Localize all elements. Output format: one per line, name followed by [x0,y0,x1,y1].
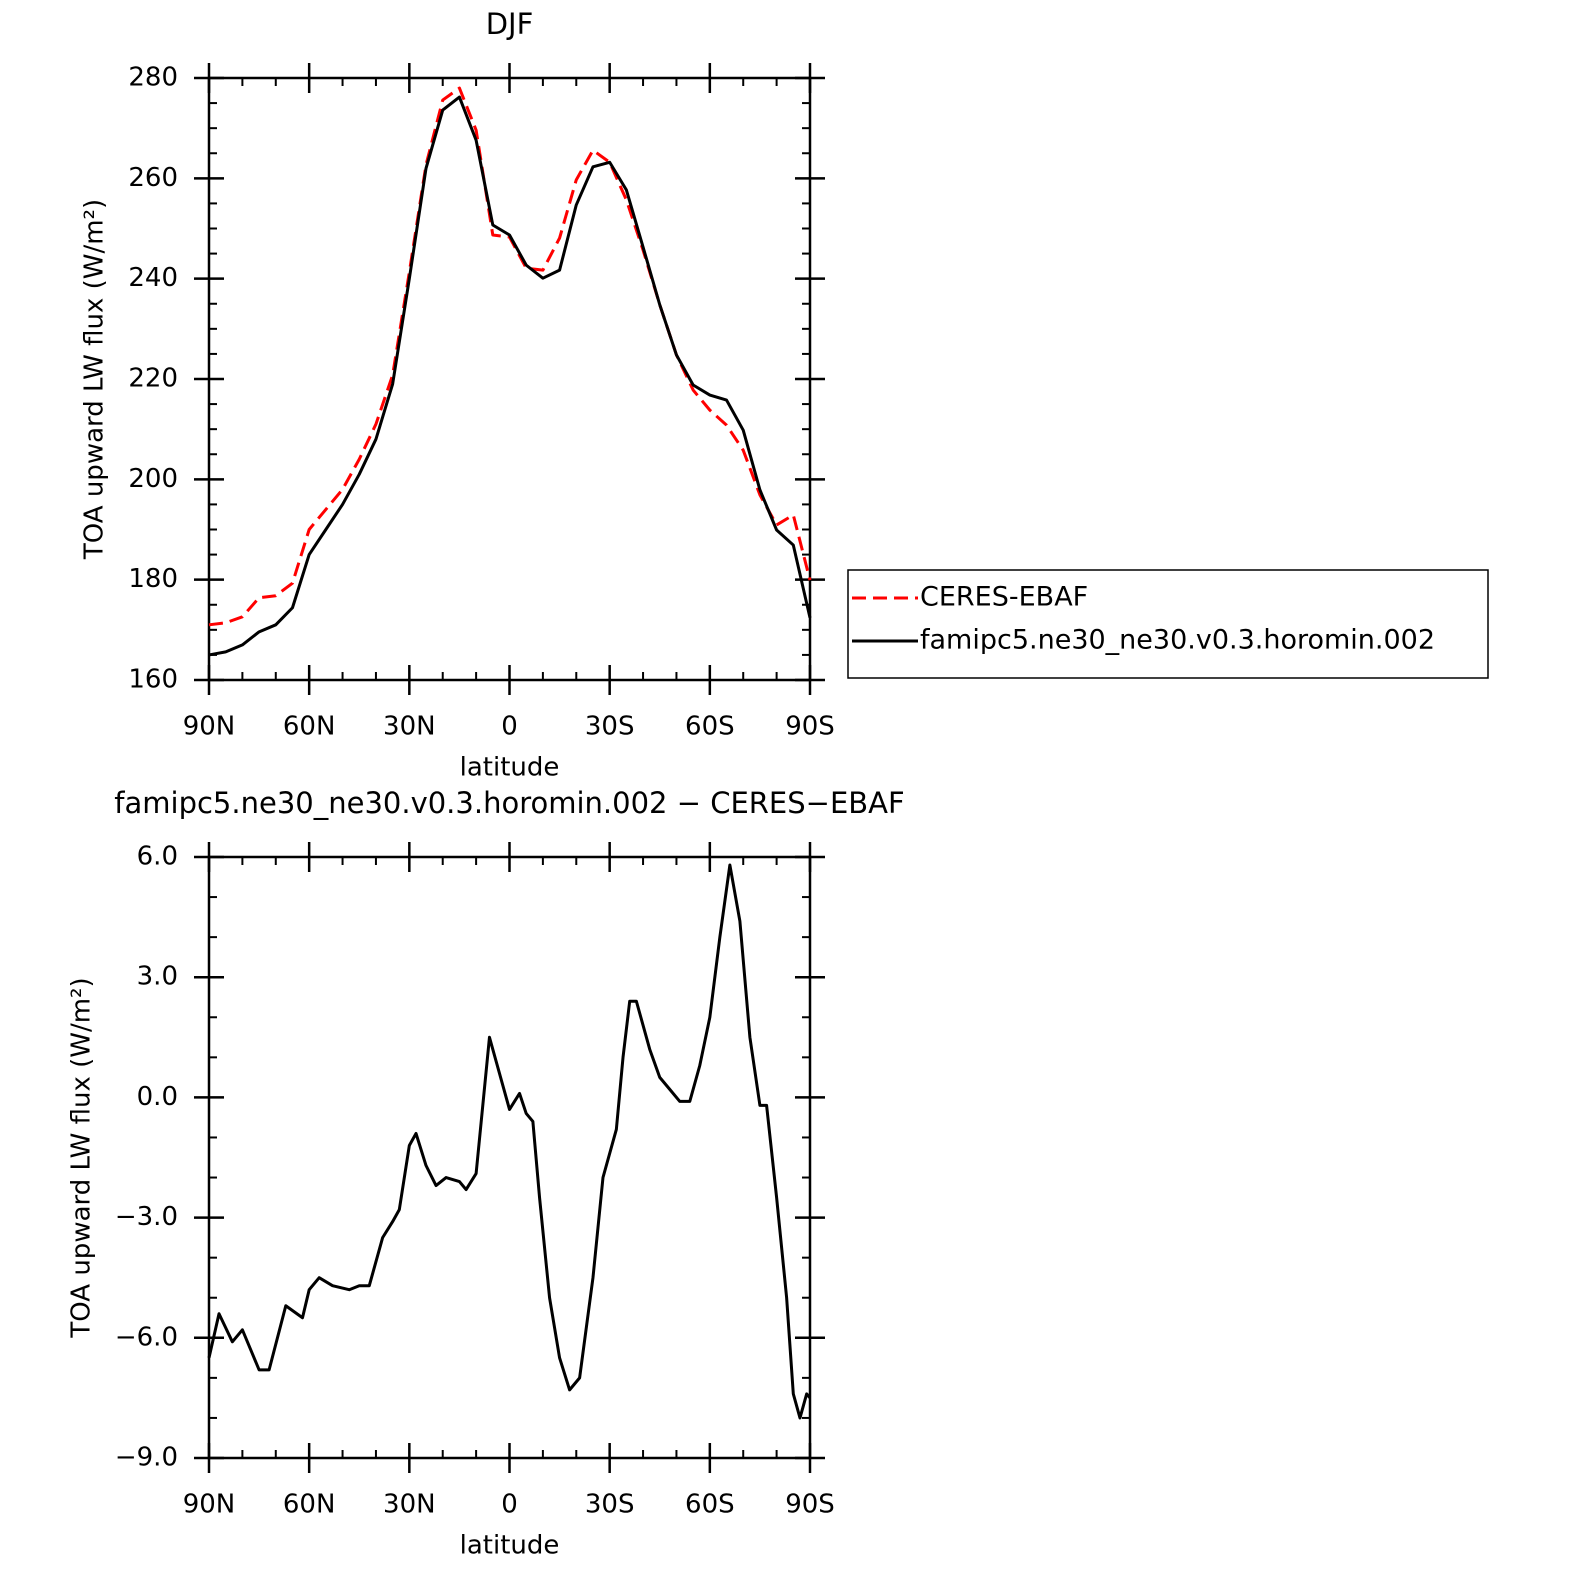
data-line [208,86,812,627]
x-tick-label: 90S [785,712,835,742]
y-tick-label: 6.0 [137,842,178,872]
x-tick-label: 0 [501,712,518,742]
x-tick-label: 30N [383,712,436,742]
chart-title: famipc5.ne30_ne30.v0.3.horomin.002 − CER… [114,786,904,820]
x-tick-label: 90N [183,1490,236,1520]
y-tick-label: 3.0 [137,962,178,992]
y-tick-label: 0.0 [137,1082,178,1112]
x-tick-label: 60S [685,1490,735,1520]
y-tick-label: 260 [128,163,178,193]
y-axis-label: TOA upward LW flux (W/m²) [80,199,110,560]
y-tick-label: 160 [128,665,178,695]
legend-label: CERES-EBAF [920,582,1088,613]
y-tick-label: 240 [128,263,178,293]
x-tick-label: 90S [785,1490,835,1520]
data-line [208,95,812,657]
legend-label: famipc5.ne30_ne30.v0.3.horomin.002 [920,625,1435,656]
x-tick-label: 30S [585,712,635,742]
y-tick-label: −6.0 [115,1322,178,1352]
x-tick-label: 60S [685,712,735,742]
y-tick-label: −3.0 [115,1202,178,1232]
data-line [207,863,812,1420]
x-tick-label: 60N [283,712,336,742]
x-tick-label: 60N [283,1490,336,1520]
chart-title: DJF [486,7,534,41]
x-tick-label: 30N [383,1490,436,1520]
y-tick-label: 220 [128,364,178,394]
x-tick-label: 0 [501,1490,518,1520]
x-axis-label: latitude [460,753,560,783]
x-axis-label: latitude [460,1531,560,1561]
x-tick-label: 30S [585,1490,635,1520]
legend-box [847,569,1489,679]
y-tick-label: 180 [128,564,178,594]
y-axis-label: TOA upward LW flux (W/m²) [67,977,97,1338]
y-tick-label: 200 [128,464,178,494]
x-tick-label: 90N [183,712,236,742]
y-tick-label: 280 [128,63,178,93]
y-tick-label: −9.0 [115,1443,178,1473]
